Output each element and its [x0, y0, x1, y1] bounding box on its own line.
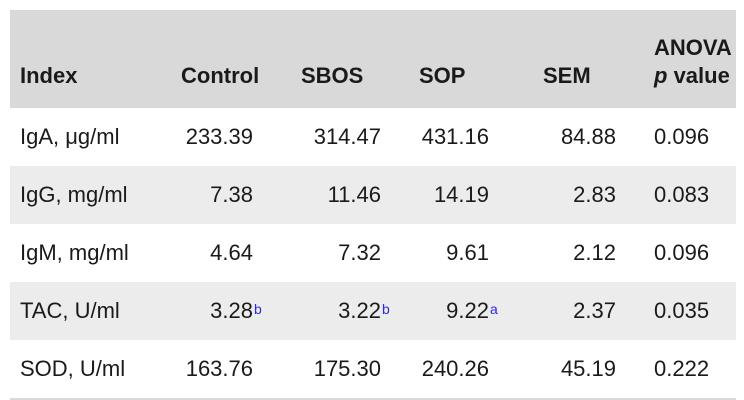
cell-control: 7.38 [171, 166, 291, 224]
results-table: Index Control SBOS SOP SEM ANOVA p value… [10, 10, 736, 398]
cell-sbos: 314.47 [291, 108, 411, 166]
table-row: SOD, U/ml 163.76 175.30 240.26 45.19 0.222 [10, 340, 736, 398]
cell-sbos-value: 3.22 [338, 298, 381, 323]
significance-superscript: a [490, 301, 498, 317]
cell-sop-value: 9.61 [446, 240, 489, 265]
cell-sop: 9.22a [411, 282, 529, 340]
cell-sbos-value: 11.46 [327, 182, 381, 207]
cell-control-value: 4.64 [210, 240, 253, 265]
cell-index: SOD, U/ml [20, 356, 126, 381]
cell-sem: 45.19 [560, 356, 616, 381]
table-row: TAC, U/ml 3.28b 3.22b 9.22a 2.37 0.035 [10, 282, 736, 340]
cell-sbos-value: 314.47 [313, 124, 381, 149]
cell-control-value: 3.28 [210, 298, 253, 323]
cell-sop-value: 14.19 [433, 182, 489, 207]
cell-p-value: 0.083 [654, 182, 710, 207]
cell-p-value: 0.096 [654, 124, 710, 149]
header-anova-line1: ANOVA [654, 35, 732, 60]
cell-p-value: 0.096 [654, 240, 710, 265]
cell-control-sup-slot: b [253, 298, 265, 324]
cell-index: IgA, μg/ml [20, 124, 120, 149]
table-bottom-rule [10, 398, 736, 400]
header-anova-value: value [667, 63, 730, 88]
cell-sem: 2.37 [573, 298, 616, 323]
table-body: IgA, μg/ml 233.39 314.47 431.16 84.88 0.096 Ig… [10, 108, 736, 398]
table-row: IgM, mg/ml 4.64 7.32 9.61 2.12 0.096 [10, 224, 736, 282]
header-control: Control [181, 63, 260, 88]
cell-sbos-value: 7.32 [338, 240, 381, 265]
cell-control: 4.64 [171, 224, 291, 282]
cell-control: 163.76 [171, 340, 291, 398]
cell-sop-value: 9.22 [446, 298, 489, 323]
data-table-container: Index Control SBOS SOP SEM ANOVA p value… [10, 10, 736, 400]
cell-sop: 431.16 [411, 108, 529, 166]
cell-sop-value: 240.26 [421, 356, 489, 381]
header-sop: SOP [419, 63, 466, 88]
header-anova-line2: p value [654, 62, 736, 90]
cell-sem: 2.83 [573, 182, 616, 207]
header-sem: SEM [543, 63, 591, 88]
cell-sbos: 7.32 [291, 224, 411, 282]
cell-control: 233.39 [171, 108, 291, 166]
cell-sbos-sup-slot: b [381, 298, 393, 324]
cell-sop: 9.61 [411, 224, 529, 282]
cell-sbos: 11.46 [291, 166, 411, 224]
cell-index: TAC, U/ml [20, 298, 120, 323]
cell-sop-value: 431.16 [421, 124, 489, 149]
cell-sbos: 175.30 [291, 340, 411, 398]
significance-superscript: b [254, 301, 262, 317]
header-anova: ANOVA p value [632, 10, 736, 108]
table-header-row: Index Control SBOS SOP SEM ANOVA p value [10, 10, 736, 108]
cell-p-value: 0.035 [654, 298, 710, 323]
cell-sop: 14.19 [411, 166, 529, 224]
cell-sop-sup-slot: a [489, 298, 501, 324]
cell-control-value: 7.38 [210, 182, 253, 207]
cell-sem: 84.88 [560, 124, 616, 149]
header-sbos: SBOS [301, 63, 364, 88]
cell-p-value: 0.222 [654, 356, 710, 381]
cell-sbos-value: 175.30 [313, 356, 381, 381]
significance-superscript: b [382, 301, 390, 317]
cell-control-value: 163.76 [185, 356, 253, 381]
cell-control: 3.28b [171, 282, 291, 340]
cell-index: IgM, mg/ml [20, 240, 129, 265]
table-row: IgG, mg/ml 7.38 11.46 14.19 2.83 0.083 [10, 166, 736, 224]
cell-sem: 2.12 [573, 240, 616, 265]
header-anova-p: p [654, 63, 668, 88]
header-index: Index [20, 63, 78, 88]
cell-sbos: 3.22b [291, 282, 411, 340]
cell-control-value: 233.39 [185, 124, 253, 149]
cell-index: IgG, mg/ml [20, 182, 128, 207]
table-row: IgA, μg/ml 233.39 314.47 431.16 84.88 0.096 [10, 108, 736, 166]
cell-sop: 240.26 [411, 340, 529, 398]
